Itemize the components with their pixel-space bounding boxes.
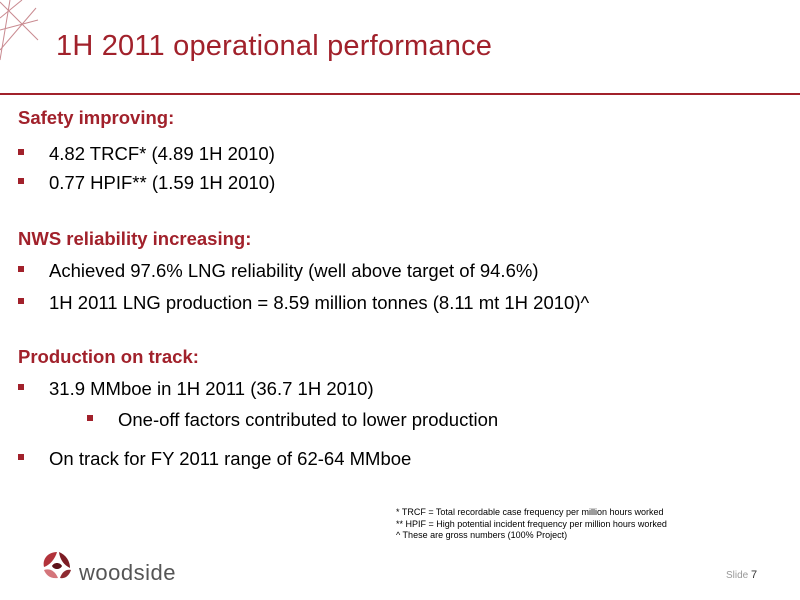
bullet-square-icon <box>18 454 24 460</box>
woodside-logo-icon <box>43 552 71 579</box>
footnote-trcf: * TRCF = Total recordable case frequency… <box>396 507 664 517</box>
bullet-square-icon <box>18 178 24 184</box>
slide-number-value: 7 <box>751 569 758 581</box>
bullet-square-icon <box>87 415 93 421</box>
bullet-square-icon <box>18 149 24 155</box>
footnote-hpif: ** HPIF = High potential incident freque… <box>396 518 667 529</box>
section-heading-safety: Safety improving: <box>18 107 175 128</box>
slide-number: Slide 7 <box>726 569 757 581</box>
corner-decoration <box>0 0 39 61</box>
slide-title: 1H 2011 operational performance <box>56 30 493 62</box>
footnote-gross: ^ These are gross numbers (100% Project) <box>396 530 568 540</box>
bullet-square-icon <box>18 384 24 390</box>
title-divider <box>0 93 800 95</box>
bullet-square-icon <box>18 266 24 272</box>
footnotes: * TRCF = Total recordable case frequency… <box>396 507 667 542</box>
section-heading-production: Production on track: <box>18 346 199 367</box>
section-heading-nws: NWS reliability increasing: <box>18 228 252 249</box>
bullet-square-icon <box>18 298 24 304</box>
logo-wordmark: woodside <box>79 560 176 585</box>
slide-label: Slide <box>726 570 749 581</box>
